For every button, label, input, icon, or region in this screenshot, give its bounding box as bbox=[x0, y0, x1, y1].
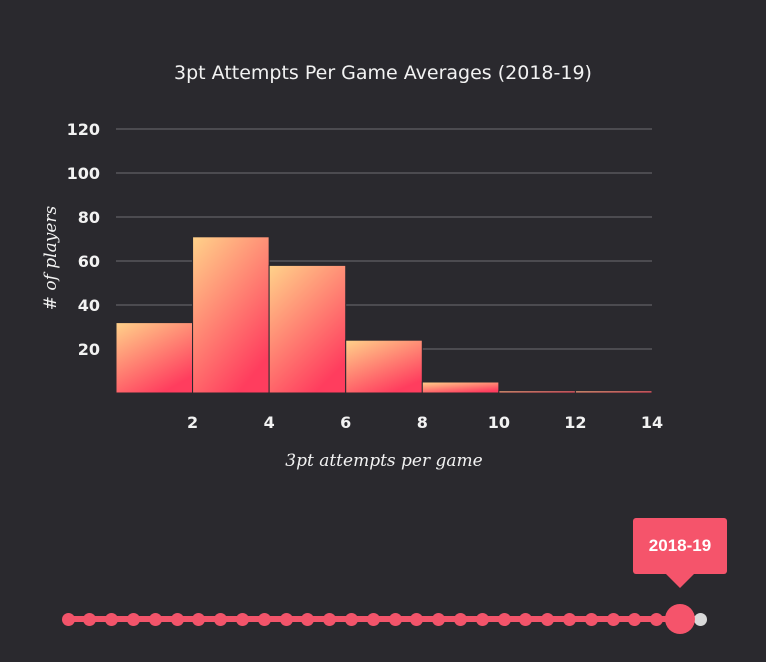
slider-step-dot[interactable] bbox=[279, 613, 293, 626]
slider-step-dot[interactable] bbox=[344, 613, 358, 626]
y-tick-label: 120 bbox=[67, 120, 100, 139]
x-tick-label: 2 bbox=[187, 413, 198, 432]
histogram-bar[interactable] bbox=[498, 390, 576, 394]
slider-step-dot[interactable] bbox=[562, 613, 576, 626]
slider-step-dot[interactable] bbox=[126, 613, 140, 626]
slider-step-dot[interactable] bbox=[148, 613, 162, 626]
tooltip-arrow bbox=[666, 574, 694, 588]
slider-step-dot[interactable] bbox=[388, 613, 402, 626]
histogram-bar[interactable] bbox=[574, 390, 653, 394]
slider-step-dot[interactable] bbox=[628, 613, 642, 626]
x-tick-labels: 2 4 6 8 10 12 14 bbox=[187, 413, 663, 432]
x-tick-label: 14 bbox=[641, 413, 663, 432]
x-tick-label: 4 bbox=[264, 413, 275, 432]
y-tick-label: 20 bbox=[78, 340, 100, 359]
slider-step-dot[interactable] bbox=[453, 613, 467, 626]
slider-step-dot[interactable] bbox=[83, 613, 97, 626]
slider-step-dot[interactable] bbox=[323, 613, 337, 626]
slider-step-dot[interactable] bbox=[105, 613, 119, 626]
slider-step-dot[interactable] bbox=[61, 613, 75, 626]
slider-step-dot[interactable] bbox=[475, 613, 489, 626]
slider-step-dot[interactable] bbox=[519, 613, 533, 626]
slider-step-dot[interactable] bbox=[170, 613, 184, 626]
slider-step-dot[interactable] bbox=[650, 613, 664, 626]
x-tick-label: 10 bbox=[488, 413, 510, 432]
season-slider[interactable]: 2018-19 bbox=[0, 500, 766, 662]
histogram-bar[interactable] bbox=[268, 264, 347, 394]
histogram-bar[interactable] bbox=[115, 322, 194, 394]
y-tick-label: 80 bbox=[78, 208, 100, 227]
slider-step-dot[interactable] bbox=[606, 613, 620, 626]
slider-step-dot[interactable] bbox=[584, 613, 598, 626]
x-tick-label: 8 bbox=[417, 413, 428, 432]
y-tick-label: 60 bbox=[78, 252, 100, 271]
slider-step-dot[interactable] bbox=[541, 613, 555, 626]
slider-step-dot[interactable] bbox=[301, 613, 315, 626]
histogram-bar[interactable] bbox=[345, 339, 423, 394]
slider-step-dot[interactable] bbox=[432, 613, 446, 626]
slider-step-dot[interactable] bbox=[366, 613, 380, 626]
histogram-bar[interactable] bbox=[421, 381, 500, 394]
chart-title: 3pt Attempts Per Game Averages (2018-19) bbox=[174, 62, 592, 84]
slider-handle[interactable] bbox=[665, 604, 695, 634]
slider-value-tooltip: 2018-19 bbox=[633, 518, 727, 574]
slider-step-dot[interactable] bbox=[693, 613, 707, 626]
y-tick-label: 40 bbox=[78, 296, 100, 315]
y-tick-labels: 20 40 60 80 100 120 bbox=[67, 120, 100, 359]
slider-step-dot[interactable] bbox=[257, 613, 271, 626]
slider-step-dot[interactable] bbox=[410, 613, 424, 626]
x-tick-label: 6 bbox=[340, 413, 351, 432]
slider-step-dot[interactable] bbox=[497, 613, 511, 626]
slider-step-dot[interactable] bbox=[214, 613, 228, 626]
slider-step-dot[interactable] bbox=[235, 613, 249, 626]
y-tick-label: 100 bbox=[67, 164, 100, 183]
bars bbox=[115, 236, 653, 394]
slider-step-dot[interactable] bbox=[192, 613, 206, 626]
histogram-bar[interactable] bbox=[192, 236, 270, 394]
x-axis-label: 3pt attempts per game bbox=[285, 451, 482, 471]
histogram-chart: 3pt Attempts Per Game Averages (2018-19)… bbox=[41, 62, 663, 471]
y-axis-label: # of players bbox=[41, 205, 61, 310]
x-tick-label: 12 bbox=[564, 413, 586, 432]
